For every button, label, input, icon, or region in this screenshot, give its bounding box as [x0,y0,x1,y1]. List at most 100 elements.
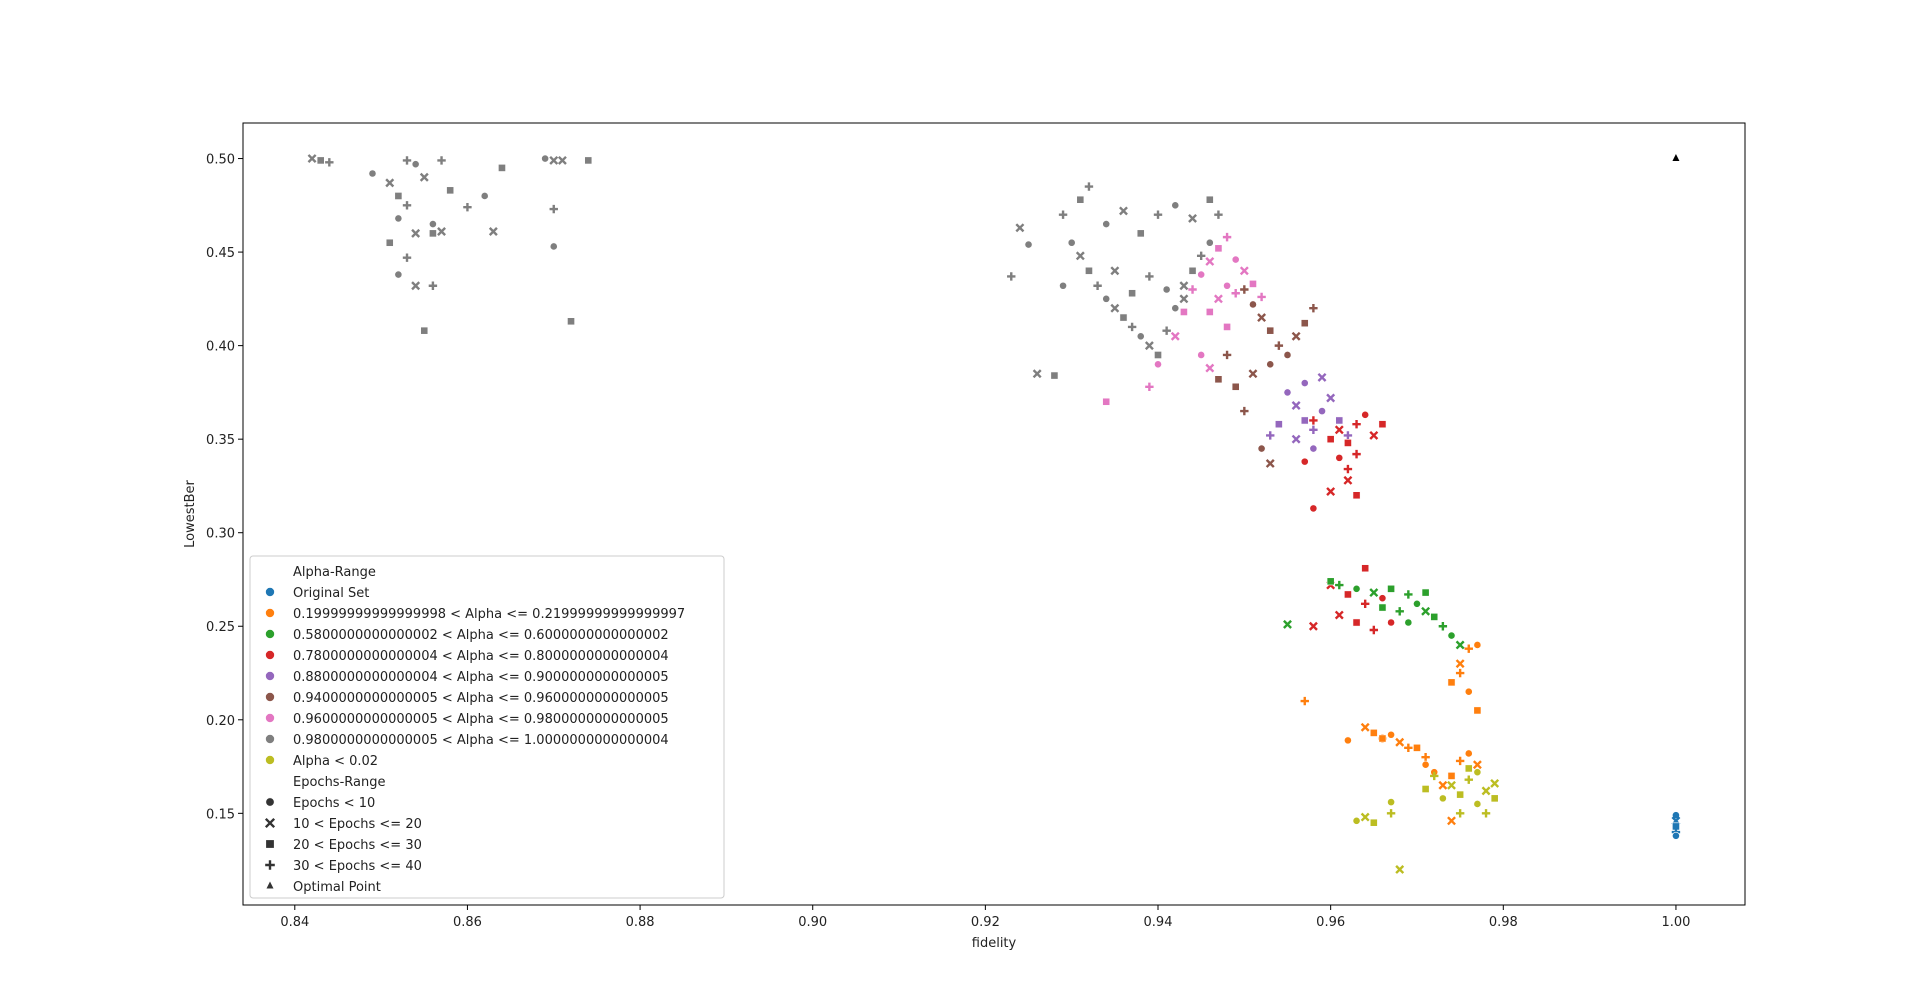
data-point [1196,251,1206,261]
data-point [1360,812,1370,822]
data-point [549,155,559,165]
data-point [1447,780,1456,790]
legend-hue-label: 0.19999999999999998 < Alpha <= 0.2199999… [293,607,685,622]
data-point [1214,244,1223,253]
data-point [1309,425,1318,435]
data-point [1387,618,1395,627]
data-point [1369,728,1378,737]
data-point [1343,464,1353,474]
data-point [394,192,403,200]
legend-hue-label: 0.9400000000000005 < Alpha <= 0.96000000… [293,691,669,706]
data-point [1447,772,1456,780]
data-point [428,281,438,290]
data-point [1213,294,1223,304]
data-point [1257,292,1266,302]
data-point [1473,641,1482,649]
data-point [1308,621,1318,631]
legend-color-marker [265,629,275,639]
data-point [1127,322,1137,332]
data-point [1197,270,1206,279]
data-point [385,178,395,188]
data-point [1231,255,1240,264]
legend-style-title: Epochs-Range [293,775,385,790]
data-point [1145,382,1154,391]
data-point [1378,603,1387,612]
legend-style-marker [266,881,274,889]
data-point [1352,584,1361,593]
data-point [402,201,412,210]
y-axis-label: LowestBer [183,479,198,547]
data-point [1455,809,1465,818]
data-point [1344,590,1352,599]
legend-color-marker [265,671,275,681]
data-point [1404,743,1413,753]
data-point [1205,256,1215,266]
data-point [429,229,437,238]
data-point [1352,618,1361,627]
data-point [1352,420,1361,429]
data-point [1265,459,1275,468]
x-tick-label: 0.92 [971,915,1000,930]
y-tick-label: 0.50 [206,153,235,168]
legend-color-marker [265,692,275,702]
data-point [1222,232,1232,242]
data-point [1153,210,1163,219]
data-point [1369,430,1379,440]
data-point [1144,341,1154,351]
legend-style-label: 20 < Epochs <= 30 [293,838,422,853]
data-point [1387,730,1395,739]
data-point [1490,794,1499,803]
x-tick-label: 0.86 [453,915,482,930]
legend-style-label: Optimal Point [293,880,381,895]
data-points [307,154,1681,874]
data-point [1309,416,1318,425]
data-point [1335,580,1344,590]
data-point [1024,240,1033,249]
data-point [1352,491,1361,500]
data-point [498,163,506,172]
data-point [1119,206,1128,216]
data-point [1128,289,1137,298]
legend-color-marker [265,608,275,618]
y-tick-label: 0.45 [206,246,235,261]
data-point [1058,210,1068,219]
data-point [1136,229,1145,238]
data-point [1352,816,1361,825]
x-tick-label: 0.94 [1144,915,1173,930]
x-tick-label: 0.88 [626,915,655,930]
data-point [1231,382,1240,391]
data-point [1334,610,1344,620]
x-tick-label: 1.00 [1661,915,1690,930]
data-point [1257,313,1267,323]
data-point [1291,401,1301,410]
data-point [1205,308,1214,316]
y-tick-label: 0.30 [206,527,235,542]
data-point [1110,303,1120,313]
data-point [1205,238,1214,247]
data-point [1490,778,1500,788]
data-point [1430,771,1439,781]
legend-style-marker [265,797,275,807]
data-point [1075,251,1085,261]
data-point [1404,590,1413,599]
data-point [1344,439,1352,447]
data-point [1257,444,1266,453]
legend-style-marker [265,839,275,849]
legend-color-marker [265,734,275,744]
data-point [1438,622,1448,631]
data-point [1162,326,1171,335]
data-point [1291,331,1301,341]
data-point [1266,431,1275,440]
data-point [316,156,325,165]
legend-hue-label: Alpha < 0.02 [293,754,378,769]
data-point [1223,323,1231,331]
data-point [1430,612,1439,621]
data-point [1344,736,1352,745]
data-point [437,227,446,236]
data-point [1050,371,1059,380]
legend-items: Alpha-Range Original Set 0.199999999999999… [264,565,685,895]
data-point [1343,475,1353,485]
data-point [1404,618,1413,627]
data-point [1179,294,1189,304]
